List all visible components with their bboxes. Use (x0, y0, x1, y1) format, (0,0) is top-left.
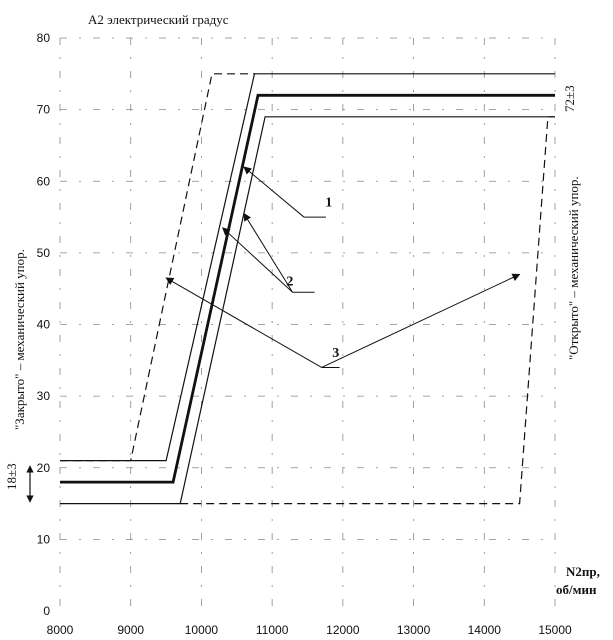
y-tick-label: 10 (37, 532, 51, 546)
y-axis-title: A2 электрический градус (88, 12, 229, 27)
y-tick-label: 50 (37, 246, 51, 260)
grid (59, 37, 556, 611)
x-tick-label: 14000 (468, 623, 502, 637)
series-line-band_right (60, 116, 555, 505)
x-tick-label: 8000 (47, 623, 74, 637)
y-tick-label: 70 (37, 103, 51, 117)
series-line-dashed_right (180, 116, 555, 505)
callout-label-3: 3 (332, 346, 339, 361)
y-tick-label: 80 (37, 31, 51, 45)
x-tick-label: 9000 (117, 623, 144, 637)
callout-arrow-1 (243, 166, 305, 218)
right-side-label: "Открыто" – механический упор. (566, 176, 581, 360)
callout-arrow-2 (222, 227, 293, 293)
right-value-label: 72±3 (562, 85, 577, 112)
callout-arrow-3 (165, 277, 322, 368)
callout-label-2: 2 (286, 275, 293, 290)
x-tick-label: 12000 (326, 623, 360, 637)
y-tick-label: 0 (43, 604, 50, 618)
y-tick-label: 30 (37, 389, 51, 403)
series-line-dashed_left (60, 73, 255, 462)
x-axis-title-line2: об/мин (556, 582, 597, 597)
series (60, 73, 555, 505)
left-side-label: "Закрыто" – механический упор. (12, 249, 27, 430)
x-tick-label: 13000 (397, 623, 431, 637)
x-tick-label: 10000 (185, 623, 219, 637)
left-value-label: 18±3 (4, 463, 19, 490)
y-tick-label: 40 (37, 318, 51, 332)
y-tick-label: 60 (37, 174, 51, 188)
tick-labels: 8000 9000 10000 11000 12000 13000 14000 15000 0 1… (37, 31, 572, 637)
x-axis-title-line1: N2пр, (566, 564, 600, 579)
x-tick-label: 15000 (538, 623, 572, 637)
series-line-band_left (60, 73, 555, 462)
callouts: 1 2 3 (165, 166, 521, 368)
callout-arrow-3 (321, 273, 521, 368)
y-tick-label: 20 (37, 461, 51, 475)
series-line-nominal (60, 93, 555, 484)
x-tick-label: 11000 (256, 623, 289, 637)
callout-arrow-2 (243, 212, 293, 293)
callout-label-1: 1 (325, 196, 332, 211)
